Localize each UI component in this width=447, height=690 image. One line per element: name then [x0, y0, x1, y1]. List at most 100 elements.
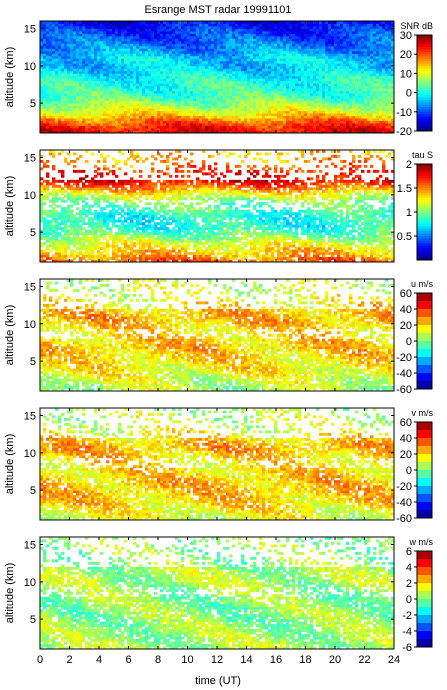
- heatmap-cell: [265, 115, 269, 119]
- heatmap-cell: [382, 65, 386, 69]
- heatmap-cell: [376, 120, 380, 124]
- heatmap-cell: [379, 43, 383, 47]
- heatmap-cell: [232, 68, 236, 72]
- heatmap-cell: [94, 58, 98, 62]
- heatmap-cell: [49, 30, 53, 34]
- heatmap-cell: [343, 110, 347, 114]
- heatmap-cell: [226, 30, 230, 34]
- heatmap-cell: [85, 120, 89, 124]
- heatmap-cell: [256, 73, 260, 77]
- heatmap-cell: [355, 65, 359, 69]
- heatmap-cell: [196, 68, 200, 72]
- heatmap-cell: [106, 30, 110, 34]
- heatmap-cell: [202, 63, 206, 67]
- heatmap-cell: [334, 33, 338, 37]
- heatmap-cell: [241, 38, 245, 42]
- heatmap-cell: [265, 70, 269, 74]
- heatmap-cell: [322, 58, 326, 62]
- heatmap-cell: [376, 115, 380, 119]
- heatmap-cell: [172, 38, 176, 42]
- heatmap-cell: [175, 98, 179, 102]
- heatmap-cell: [250, 98, 254, 102]
- heatmap-cell: [292, 75, 296, 79]
- heatmap-snr: [40, 21, 395, 134]
- heatmap-cell: [277, 118, 281, 121]
- heatmap-cell: [289, 30, 293, 34]
- heatmap-cell: [268, 55, 272, 59]
- heatmap-cell: [151, 130, 155, 134]
- heatmap-cell: [187, 78, 191, 82]
- heatmap-cell: [175, 115, 179, 119]
- heatmap-cell: [331, 85, 335, 89]
- heatmap-cell: [190, 73, 194, 77]
- heatmap-cell: [295, 75, 299, 79]
- heatmap-cell: [385, 38, 389, 42]
- heatmap-cell: [232, 43, 236, 47]
- heatmap-cell: [388, 98, 392, 102]
- heatmap-cell: [130, 103, 134, 107]
- heatmap-cell: [199, 90, 203, 94]
- heatmap-cell: [274, 60, 278, 64]
- heatmap-cell: [181, 108, 185, 111]
- heatmap-cell: [154, 70, 158, 74]
- heatmap-cell: [250, 38, 254, 42]
- heatmap-cell: [274, 43, 278, 47]
- heatmap-cell: [298, 58, 302, 62]
- heatmap-cell: [184, 53, 188, 57]
- heatmap-cell: [232, 93, 236, 97]
- heatmap-cell: [208, 48, 212, 52]
- heatmap-cell: [217, 80, 221, 84]
- heatmap-cell: [184, 93, 188, 97]
- heatmap-cell: [136, 123, 140, 126]
- heatmap-cell: [337, 90, 341, 94]
- heatmap-cell: [355, 118, 359, 121]
- heatmap-cell: [295, 120, 299, 124]
- heatmap-cell: [358, 100, 362, 104]
- heatmap-cell: [382, 100, 386, 104]
- heatmap-cell: [340, 33, 344, 37]
- heatmap-cell: [112, 128, 116, 131]
- heatmap-cell: [124, 53, 128, 57]
- heatmap-cell: [208, 95, 212, 99]
- heatmap-cell: [94, 103, 98, 107]
- heatmap-cell: [304, 108, 308, 111]
- heatmap-cell: [175, 90, 179, 94]
- heatmap-cell: [313, 40, 317, 44]
- heatmap-cell: [310, 108, 314, 111]
- heatmap-cell: [109, 83, 113, 87]
- heatmap-cell: [265, 35, 269, 39]
- heatmap-cell: [175, 130, 179, 134]
- heatmap-cell: [121, 50, 125, 54]
- heatmap-cell: [112, 63, 116, 67]
- heatmap-cell: [112, 73, 116, 77]
- heatmap-cell: [184, 88, 188, 92]
- heatmap-cell: [265, 93, 269, 97]
- heatmap-cell: [340, 28, 344, 32]
- heatmap-cell: [283, 105, 287, 109]
- heatmap-cell: [268, 78, 272, 82]
- heatmap-cell: [253, 118, 257, 121]
- heatmap-cell: [157, 85, 161, 89]
- heatmap-cell: [73, 93, 77, 97]
- heatmap-cell: [187, 45, 191, 49]
- heatmap-cell: [268, 98, 272, 102]
- heatmap-cell: [223, 45, 227, 49]
- heatmap-cell: [301, 93, 305, 97]
- heatmap-cell: [136, 125, 140, 129]
- heatmap-cell: [163, 105, 167, 109]
- heatmap-cell: [358, 90, 362, 94]
- heatmap-cell: [388, 45, 392, 49]
- heatmap-cell: [367, 120, 371, 124]
- heatmap-cell: [388, 118, 392, 121]
- heatmap-cell: [184, 110, 188, 114]
- heatmap-cell: [280, 38, 284, 42]
- heatmap-cell: [304, 78, 308, 82]
- heatmap-cell: [358, 70, 362, 74]
- heatmap-cell: [79, 100, 83, 104]
- heatmap-cell: [139, 53, 143, 57]
- heatmap-cell: [310, 43, 314, 47]
- heatmap-cell: [343, 93, 347, 97]
- heatmap-cell: [79, 93, 83, 97]
- heatmap-cell: [343, 55, 347, 59]
- heatmap-cell: [379, 75, 383, 79]
